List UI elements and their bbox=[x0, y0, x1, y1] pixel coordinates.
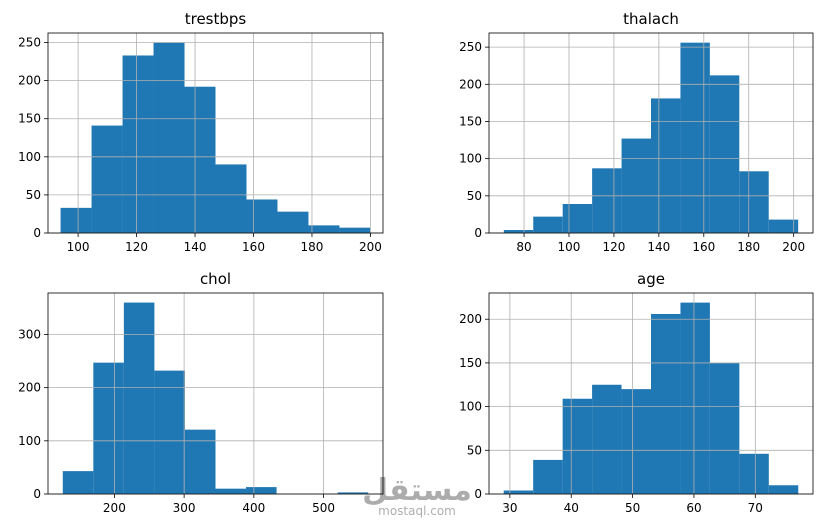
histogram-bar bbox=[768, 485, 799, 494]
histogram-bar bbox=[592, 168, 622, 233]
histogram-bar bbox=[93, 362, 124, 494]
histogram-bar bbox=[533, 216, 563, 233]
histogram-bar bbox=[215, 488, 247, 494]
y-tick-label: 50 bbox=[467, 189, 482, 203]
subplot-title: chol bbox=[200, 270, 231, 288]
y-tick-label: 150 bbox=[18, 112, 41, 126]
y-tick-label: 0 bbox=[474, 487, 482, 501]
histogram-bar bbox=[246, 487, 277, 494]
y-tick-label: 100 bbox=[18, 434, 41, 448]
histogram-bar bbox=[215, 164, 247, 233]
histogram-bar bbox=[503, 490, 534, 494]
histogram-bar bbox=[154, 370, 185, 494]
x-tick-label: 200 bbox=[103, 501, 126, 515]
axes-frame bbox=[47, 292, 384, 495]
subplot-chol: 200 300 400 500 0 100 200 300 chol bbox=[18, 270, 384, 515]
y-tick-label: 100 bbox=[18, 150, 41, 164]
x-tick-label: 500 bbox=[312, 501, 335, 515]
histogram-bar bbox=[277, 211, 309, 233]
subplot-title: age bbox=[637, 270, 665, 288]
histogram-bar bbox=[184, 429, 216, 494]
histogram-bar bbox=[533, 459, 563, 494]
x-tick-label: 160 bbox=[242, 240, 265, 254]
x-tick-label: 160 bbox=[692, 240, 715, 254]
y-tick-label: 0 bbox=[33, 226, 41, 240]
histogram-bar bbox=[739, 453, 769, 494]
watermark-logo: مستقل bbox=[362, 473, 472, 508]
y-tick-label: 200 bbox=[459, 77, 482, 91]
x-tick-label: 60 bbox=[686, 501, 701, 515]
x-tick-label: 400 bbox=[242, 501, 265, 515]
histogram-bar bbox=[680, 302, 710, 494]
axes-frame bbox=[488, 32, 814, 234]
histogram-bar bbox=[308, 225, 340, 233]
y-tick-label: 150 bbox=[459, 356, 482, 370]
subplot-thalach: 80 100 120 140 160 180 200 0 50 100 150 200 250 thala… bbox=[459, 10, 814, 254]
histogram-bar bbox=[739, 171, 769, 233]
x-tick-label: 50 bbox=[625, 501, 640, 515]
histogram-bar bbox=[122, 55, 154, 234]
histogram-bar bbox=[246, 199, 278, 233]
y-tick-label: 250 bbox=[459, 40, 482, 54]
y-tick-label: 50 bbox=[467, 443, 482, 457]
x-tick-label: 40 bbox=[564, 501, 579, 515]
y-tick-label: 300 bbox=[18, 327, 41, 341]
y-tick-label: 200 bbox=[18, 74, 41, 88]
histogram-bar bbox=[337, 492, 369, 494]
histogram-bar bbox=[709, 362, 740, 494]
histogram-bar bbox=[503, 230, 534, 233]
histogram-bar bbox=[651, 98, 681, 234]
x-tick-label: 200 bbox=[782, 240, 805, 254]
axes-frame bbox=[488, 292, 814, 495]
x-tick-label: 100 bbox=[558, 240, 581, 254]
x-tick-label: 180 bbox=[737, 240, 760, 254]
x-tick-label: 100 bbox=[67, 240, 90, 254]
y-tick-label: 100 bbox=[459, 400, 482, 414]
histogram-bar bbox=[184, 86, 216, 234]
histogram-bar bbox=[621, 138, 651, 233]
x-tick-label: 120 bbox=[125, 240, 148, 254]
y-tick-label: 200 bbox=[18, 381, 41, 395]
axes-frame bbox=[47, 32, 384, 234]
x-tick-label: 140 bbox=[647, 240, 670, 254]
y-tick-label: 0 bbox=[474, 226, 482, 240]
y-tick-label: 100 bbox=[459, 152, 482, 166]
subplot-age: 30 40 50 60 70 0 50 100 150 200 age bbox=[459, 270, 814, 515]
histogram-bar bbox=[768, 219, 799, 233]
x-tick-label: 30 bbox=[502, 501, 517, 515]
y-tick-label: 250 bbox=[18, 36, 41, 50]
x-tick-label: 140 bbox=[184, 240, 207, 254]
histogram-bar bbox=[709, 75, 740, 233]
watermark-domain: mostaql.com bbox=[378, 504, 456, 518]
x-tick-label: 70 bbox=[748, 501, 763, 515]
y-tick-label: 50 bbox=[26, 188, 41, 202]
subplot-title: trestbps bbox=[185, 10, 247, 28]
y-tick-label: 0 bbox=[33, 487, 41, 501]
histogram-bar bbox=[680, 42, 710, 233]
y-tick-label: 200 bbox=[459, 312, 482, 326]
y-tick-label: 150 bbox=[459, 114, 482, 128]
x-tick-label: 200 bbox=[359, 240, 382, 254]
x-tick-label: 80 bbox=[516, 240, 531, 254]
histogram-bar bbox=[592, 384, 622, 494]
histogram-bar bbox=[562, 204, 593, 233]
histogram-bar bbox=[651, 313, 681, 494]
subplot-trestbps: 100 120 140 160 180 200 0 50 100 150 200 250 trestbp… bbox=[18, 10, 384, 254]
x-tick-label: 300 bbox=[173, 501, 196, 515]
histogram-bar bbox=[91, 125, 123, 233]
histogram-bar bbox=[60, 207, 92, 233]
histogram-bar bbox=[123, 302, 155, 494]
histogram-bar bbox=[153, 42, 185, 233]
subplot-title: thalach bbox=[623, 10, 679, 28]
histogram-bar bbox=[562, 398, 593, 494]
x-tick-label: 120 bbox=[602, 240, 625, 254]
histogram-bar bbox=[339, 227, 371, 233]
histogram-bar bbox=[621, 389, 651, 494]
histogram-bar bbox=[62, 471, 94, 494]
x-tick-label: 180 bbox=[301, 240, 324, 254]
